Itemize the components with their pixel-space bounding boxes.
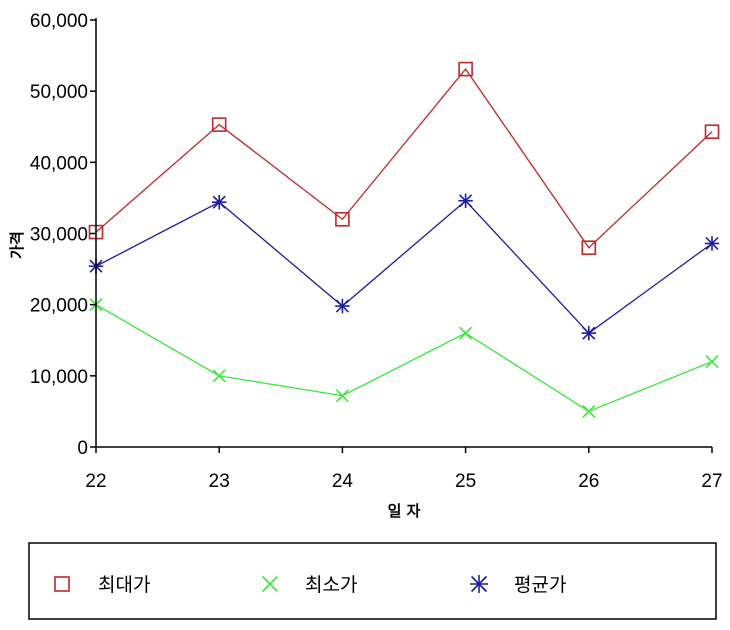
- y-tick-label-0: 0: [77, 438, 88, 459]
- x-tick-label-3: 25: [455, 471, 476, 492]
- y-tick-label-3: 30,000: [30, 225, 88, 246]
- legend-label-2: 평균가: [514, 574, 566, 596]
- x-tick-label-4: 26: [578, 471, 599, 492]
- data-point-2-3: [458, 193, 473, 208]
- data-point-0-1-shape: [211, 117, 227, 132]
- series-line-2: [95, 199, 713, 334]
- y-tick-label-2: 20,000: [30, 296, 88, 317]
- data-point-0-4-shape: [581, 240, 597, 256]
- y-tick-label-1: 10,000: [30, 367, 88, 388]
- legend-label-1: 최소가: [305, 574, 357, 596]
- data-point-2-5: [704, 236, 720, 251]
- data-point-1-3: [459, 326, 473, 340]
- data-point-2-2: [335, 298, 350, 314]
- x-axis-title: 일 자: [388, 502, 421, 520]
- data-point-1-4-stroke-b: [582, 404, 596, 418]
- data-point-2-1: [212, 194, 227, 210]
- data-point-0-2-shape: [335, 211, 350, 227]
- y-tick-label-5: 50,000: [30, 82, 88, 103]
- legend-marker-2: [470, 575, 488, 593]
- x-tick-label-5: 27: [701, 471, 722, 492]
- legend: 최대가 최소가 평균가: [28, 542, 717, 620]
- plot-area: [88, 61, 720, 418]
- x-tick-label-1: 23: [209, 471, 230, 492]
- data-point-0-2: [335, 211, 350, 227]
- x-tick-label-2: 24: [332, 471, 354, 492]
- data-point-2-4: [581, 325, 596, 341]
- y-tick-label-6: 60,000: [30, 11, 88, 32]
- series-line-1: [95, 304, 713, 413]
- y-axis-title: 가격: [8, 231, 26, 259]
- series-line-0: [95, 68, 713, 249]
- data-point-0-5-shape: [704, 124, 720, 140]
- legend-marker-1-stroke-b: [261, 575, 279, 593]
- legend-marker-0-shape: [54, 576, 70, 592]
- legend-label-0: 최대가: [98, 574, 150, 596]
- data-point-1-3-stroke-b: [459, 326, 473, 340]
- data-point-1-1: [212, 369, 226, 383]
- data-point-0-1: [211, 117, 227, 132]
- y-tick-label-4: 40,000: [30, 153, 88, 174]
- x-tick-label-0: 22: [85, 471, 106, 492]
- data-point-1-5: [705, 355, 719, 369]
- data-point-1-1-stroke-b: [212, 369, 226, 383]
- data-point-0-3: [458, 61, 473, 77]
- data-point-0-5: [704, 124, 720, 140]
- data-point-1-4: [582, 404, 596, 418]
- data-point-0-4: [581, 240, 597, 256]
- data-point-1-2: [335, 389, 349, 403]
- legend-marker-0: [54, 576, 70, 592]
- data-point-0-3-shape: [458, 61, 473, 77]
- data-point-1-5-stroke-b: [705, 355, 719, 369]
- data-point-1-2-stroke-b: [335, 389, 349, 403]
- legend-box: [28, 542, 717, 620]
- legend-marker-1: [261, 575, 279, 593]
- axes: 0 10,000 20,000 30,000 40,000 50,000 60,000 22 2…: [8, 11, 723, 520]
